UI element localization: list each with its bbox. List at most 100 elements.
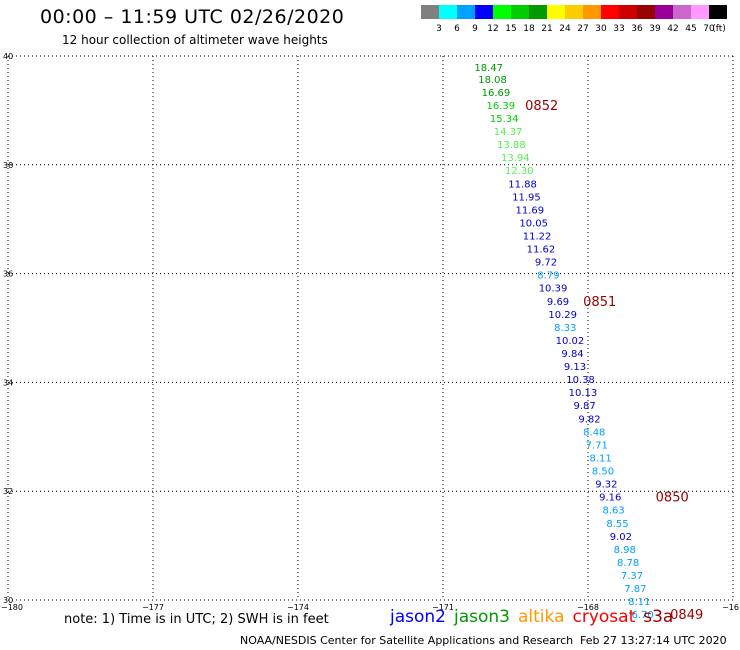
- color-swatch: [673, 5, 691, 19]
- pass-time-label: 0850: [656, 491, 689, 506]
- wave-height-reading: 8.33: [554, 323, 576, 334]
- wave-height-reading: 9.02: [610, 532, 632, 543]
- wave-height-reading: 9.13: [564, 362, 586, 373]
- wave-height-reading: 10.13: [569, 388, 598, 399]
- color-tick-label: 27: [577, 24, 588, 34]
- wave-height-reading: 9.82: [578, 414, 600, 425]
- wave-height-reading: 9.84: [561, 349, 583, 360]
- color-swatch: [601, 5, 619, 19]
- latitude-label: 34: [3, 378, 13, 387]
- wave-height-reading: 10.02: [556, 336, 585, 347]
- wave-height-reading: 6.70: [632, 610, 654, 621]
- wave-height-reading: 7.87: [624, 584, 646, 595]
- latitude-label: 38: [3, 161, 13, 170]
- wave-height-reading: 10.05: [519, 218, 548, 229]
- satellite-label: jason2: [390, 607, 446, 627]
- color-scale-legend: 3 6 9 12 15 18 21 24 27 30 33 36 39 42 45 70(ft): [421, 5, 727, 34]
- latitude-label: 36: [3, 270, 13, 279]
- wave-height-reading: 18.08: [478, 75, 507, 86]
- color-swatch: [565, 5, 583, 19]
- wave-height-reading: 8.55: [606, 519, 628, 530]
- wave-height-reading: 9.16: [599, 493, 621, 504]
- wave-height-reading: 11.69: [516, 205, 545, 216]
- color-swatch: [439, 5, 457, 19]
- color-swatch: [637, 5, 655, 19]
- color-tick-label: 36: [631, 24, 643, 34]
- wave-height-reading: 9.72: [535, 258, 557, 269]
- color-tick-label: 42: [667, 24, 678, 34]
- longitude-label: −180: [1, 603, 23, 612]
- longitude-label: −174: [287, 603, 309, 612]
- color-swatch: [547, 5, 565, 19]
- color-tick-label: 15: [505, 24, 516, 34]
- wave-height-reading: 13.94: [501, 153, 530, 164]
- wave-height-reading: 11.22: [523, 232, 552, 243]
- pass-time-label: 0852: [525, 99, 558, 114]
- pass-time-label: 0849: [670, 608, 703, 623]
- wave-height-reading: 11.95: [512, 192, 541, 203]
- page-subtitle: 12 hour collection of altimeter wave hei…: [62, 33, 328, 47]
- satellite-label: jason3: [454, 607, 510, 627]
- wave-height-reading: 12.30: [505, 166, 534, 177]
- color-tick-label: 12: [487, 24, 498, 34]
- color-tick-label: 3: [436, 24, 442, 34]
- latitude-label: 30: [3, 596, 13, 605]
- wave-height-reading: 10.29: [548, 310, 577, 321]
- units-note: note: 1) Time is in UTC; 2) SWH is in fe…: [64, 612, 329, 627]
- satellite-label: altika: [518, 607, 565, 627]
- wave-height-reading: 11.88: [508, 179, 537, 190]
- color-swatch: [457, 5, 475, 19]
- wave-height-reading: 8.79: [537, 271, 559, 282]
- wave-height-reading: 8.98: [614, 545, 636, 556]
- latitude-label: 32: [3, 487, 13, 496]
- color-tick-label: 18: [523, 24, 535, 34]
- wave-height-reading: 7.71: [586, 440, 608, 451]
- color-swatch: [511, 5, 529, 19]
- color-swatch: [583, 5, 601, 19]
- wave-height-reading: 8.11: [589, 453, 611, 464]
- satellite-legend: jason2 jason3 altika cryosat s3a: [390, 607, 681, 627]
- color-swatch: [655, 5, 673, 19]
- page-title: 00:00 – 11:59 UTC 02/26/2020: [40, 6, 345, 28]
- wave-height-reading: 14.37: [494, 127, 523, 138]
- color-swatch: [493, 5, 511, 19]
- longitude-label: −171: [432, 603, 454, 612]
- longitude-label: −16: [722, 603, 739, 612]
- color-tick-label: 30: [595, 24, 607, 34]
- color-tick-label: 33: [613, 24, 624, 34]
- wave-height-reading: 8.63: [603, 506, 625, 517]
- wave-height-reading: 16.39: [487, 101, 516, 112]
- wave-height-reading: 15.34: [490, 114, 519, 125]
- wave-height-reading: 8.50: [592, 467, 614, 478]
- color-tick-label: 6: [454, 24, 460, 34]
- longitude-label: −177: [142, 603, 164, 612]
- wave-height-reading: 10.39: [539, 284, 568, 295]
- color-tick-label: 24: [559, 24, 571, 34]
- color-tick-label: 70: [703, 24, 715, 34]
- wave-height-reading: 8.11: [628, 597, 650, 608]
- color-tick-label: 45: [685, 24, 696, 34]
- wave-height-reading: 18.47: [474, 63, 503, 74]
- color-swatch: [691, 5, 709, 19]
- color-swatch: [475, 5, 493, 19]
- color-tick-label: 9: [472, 24, 478, 34]
- color-swatch: [619, 5, 637, 19]
- color-swatch: [421, 5, 439, 19]
- color-tick-label: 21: [541, 24, 552, 34]
- longitude-label: −168: [577, 603, 599, 612]
- wave-height-reading: 10.38: [566, 375, 595, 386]
- pass-time-label: 0851: [583, 295, 616, 310]
- wave-height-reading: 9.87: [574, 401, 596, 412]
- credit-footer: NOAA/NESDIS Center for Satellite Applica…: [240, 634, 574, 647]
- wave-height-reading: 7.37: [621, 571, 643, 582]
- latitude-label: 40: [3, 52, 13, 61]
- satellite-label: s3a: [643, 607, 674, 627]
- wave-height-reading: 8.48: [583, 427, 605, 438]
- wave-height-reading: 8.78: [617, 558, 639, 569]
- timestamp-footer: Feb 27 13:27:14 UTC 2020: [580, 634, 727, 647]
- wave-height-reading: 16.69: [482, 88, 511, 99]
- satellite-label: cryosat: [572, 607, 636, 627]
- color-unit-label: (ft): [712, 24, 726, 34]
- color-swatch: [529, 5, 547, 19]
